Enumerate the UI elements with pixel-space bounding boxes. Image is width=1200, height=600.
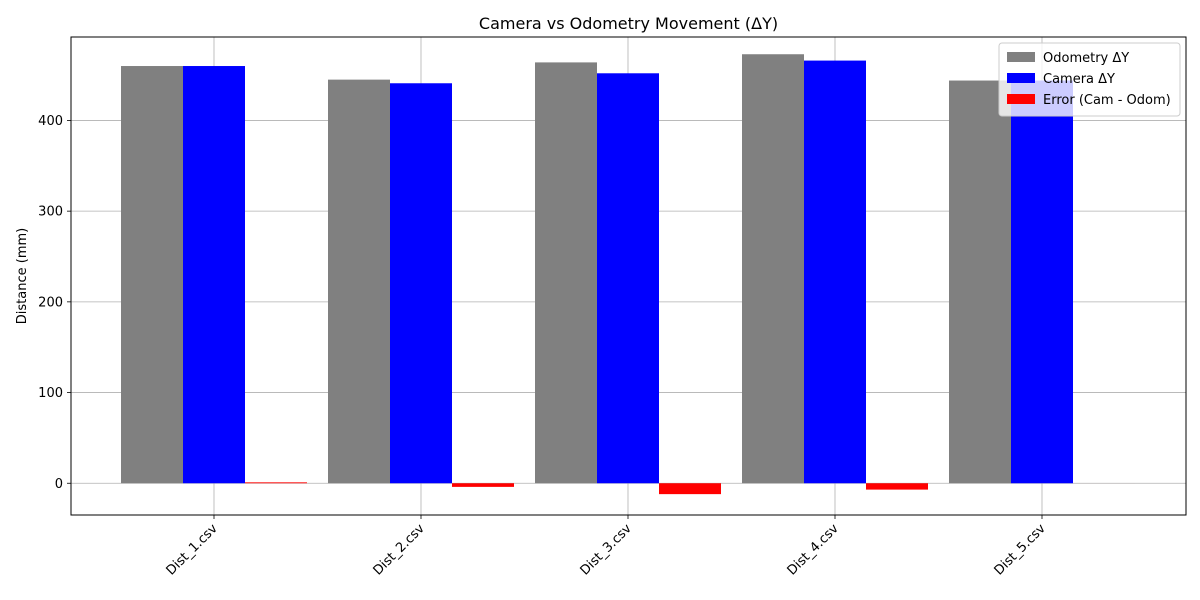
bar-odometry-5	[949, 80, 1011, 484]
x-tick-label: Dist_2.csv	[371, 521, 428, 578]
axes	[70, 36, 1187, 516]
bar-odometry-4	[742, 54, 804, 484]
legend-swatch	[1007, 94, 1035, 104]
bar-odometry-2	[328, 79, 390, 484]
x-tick-label: Dist_5.csv	[992, 521, 1049, 578]
legend: Odometry ΔY Camera ΔY Error (Cam - Odom)	[998, 42, 1181, 117]
bar-odometry-1	[121, 66, 183, 484]
legend-swatch	[1007, 52, 1035, 62]
bar-camera-4	[804, 60, 866, 484]
y-tick-label: 200	[38, 295, 63, 310]
bars	[121, 54, 1135, 495]
x-tick-label: Dist_3.csv	[578, 521, 635, 578]
bar-camera-2	[390, 83, 452, 484]
x-tick-label: Dist_4.csv	[785, 521, 842, 578]
bar-error-1	[245, 482, 307, 484]
legend-box	[998, 42, 1181, 117]
bar-camera-1	[183, 66, 245, 484]
bar-error-4	[866, 483, 928, 490]
legend-label: Odometry ΔY	[1043, 51, 1129, 66]
y-tick-label: 0	[55, 477, 63, 492]
legend-label: Camera ΔY	[1043, 72, 1115, 87]
y-axis-label: Distance (mm)	[15, 228, 30, 324]
bar-error-2	[452, 483, 514, 487]
legend-swatch	[1007, 73, 1035, 83]
bar-camera-5	[1011, 80, 1073, 484]
y-tick-label: 100	[38, 386, 63, 401]
y-tick-label: 400	[38, 114, 63, 129]
bar-camera-3	[597, 73, 659, 484]
plot-frame	[70, 36, 1187, 516]
y-tick-label: 300	[38, 205, 63, 220]
legend-label: Error (Cam - Odom)	[1043, 93, 1171, 108]
x-tick-label: Dist_1.csv	[164, 521, 221, 578]
bar-odometry-3	[535, 62, 597, 484]
bar-error-3	[659, 483, 721, 495]
chart-title: Camera vs Odometry Movement (ΔY)	[479, 14, 778, 33]
